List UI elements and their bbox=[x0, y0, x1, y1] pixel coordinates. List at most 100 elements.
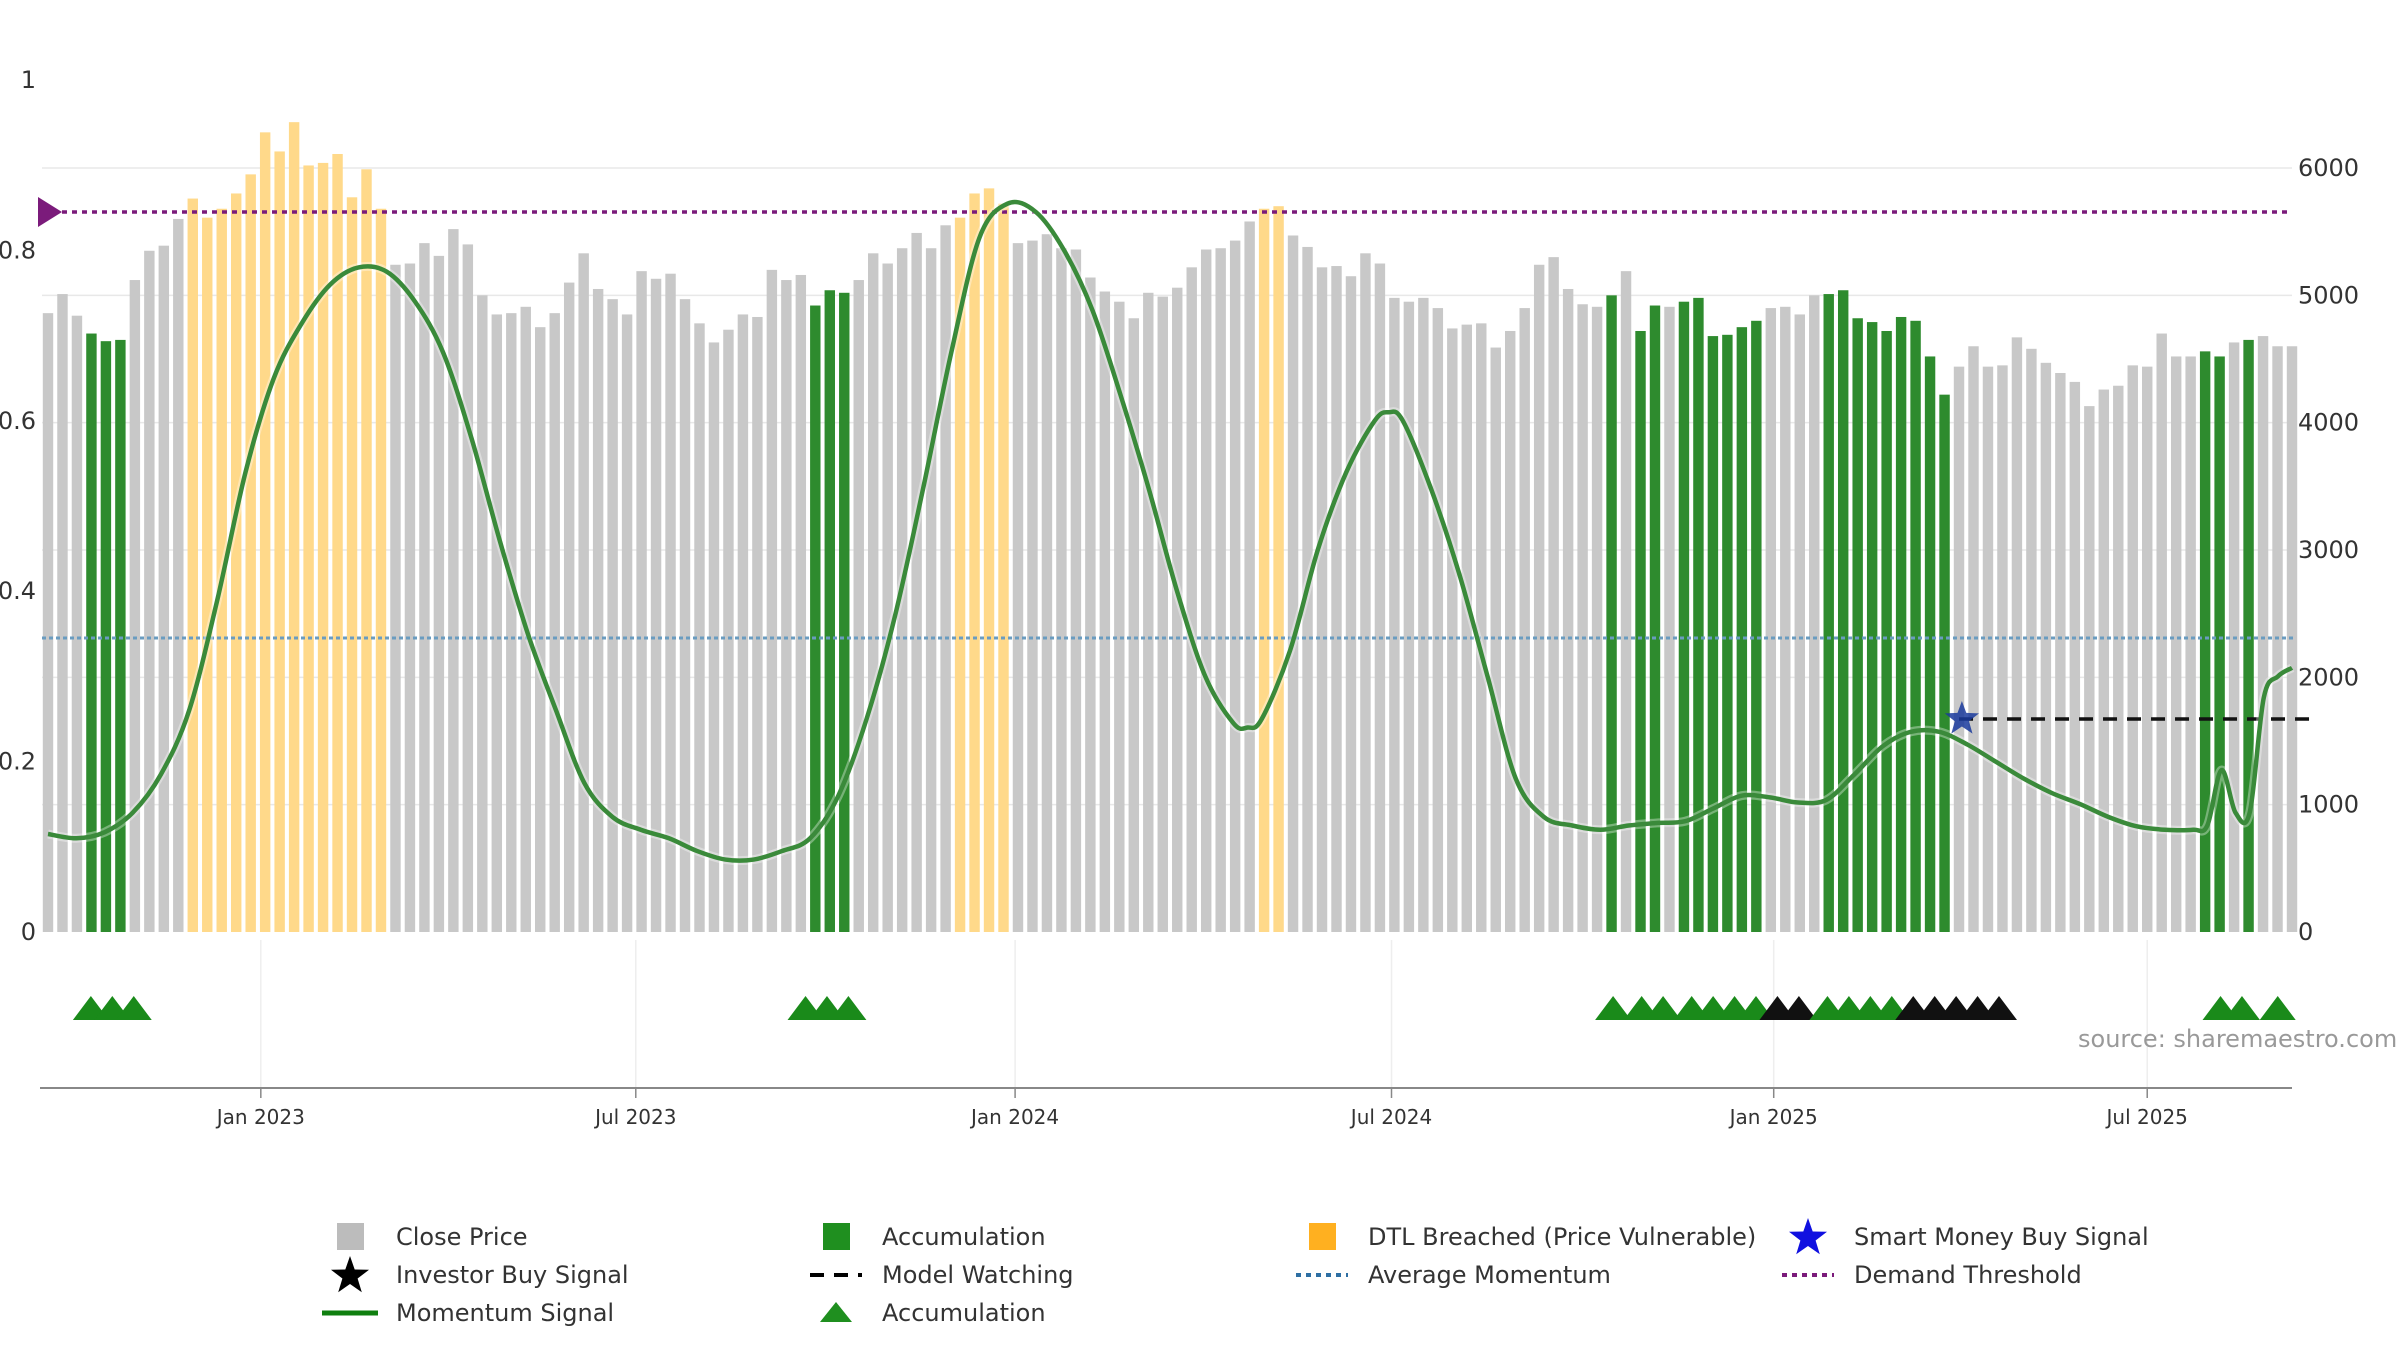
close-price-bar bbox=[462, 244, 474, 932]
close-price-bar bbox=[607, 299, 618, 932]
close-price-bar bbox=[983, 188, 995, 932]
close-price-bar bbox=[1809, 295, 1820, 932]
close-price-bar bbox=[129, 280, 141, 932]
accumulation-marker bbox=[1780, 996, 1817, 1020]
close-price-bar bbox=[361, 169, 372, 933]
close-price-bar bbox=[766, 269, 778, 932]
close-price-bar bbox=[2040, 362, 2052, 932]
close-price-bar bbox=[1722, 334, 1733, 933]
close-price-bar bbox=[259, 132, 271, 932]
close-price-bar bbox=[1215, 248, 1226, 933]
close-price-bar bbox=[2113, 385, 2124, 932]
close-price-bar bbox=[2142, 366, 2153, 932]
close-price-bar bbox=[1823, 294, 1834, 932]
close-price-bar bbox=[1287, 235, 1299, 932]
close-price-bar bbox=[1461, 324, 1472, 932]
close-price-bar bbox=[245, 174, 256, 932]
source-note: source: sharemaestro.com bbox=[2078, 1025, 2398, 1053]
close-price-bar bbox=[1866, 322, 1878, 932]
close-price-bar bbox=[1968, 346, 1979, 932]
close-price-bar bbox=[998, 203, 1009, 933]
accumulation-marker bbox=[2259, 996, 2296, 1020]
close-price-bar bbox=[925, 248, 937, 933]
close-price-bar bbox=[2084, 406, 2095, 932]
close-price-bar bbox=[940, 225, 951, 933]
close-price-bar bbox=[2199, 351, 2211, 932]
close-price-bar bbox=[1331, 266, 1342, 933]
right-axis-tick-label: 5000 bbox=[2298, 281, 2359, 309]
close-price-bar bbox=[1244, 221, 1255, 933]
close-price-bar bbox=[1693, 297, 1704, 932]
right-axis-tick-label: 2000 bbox=[2298, 663, 2359, 691]
right-axis-tick-label: 4000 bbox=[2298, 409, 2359, 437]
close-price-bar bbox=[752, 316, 763, 933]
tick-labels: 0 0.2 0.4 0.6 0.8 1 0 1000 2000 3000 4000 5000 6000 J… bbox=[0, 66, 2359, 1129]
x-axis-tick-label: Jan 2024 bbox=[969, 1105, 1059, 1129]
close-price-bar bbox=[2214, 356, 2225, 932]
accumulation-marker bbox=[2223, 996, 2260, 1020]
close-price-bar bbox=[911, 232, 922, 932]
close-price-bar bbox=[2257, 336, 2269, 933]
close-price-bar bbox=[419, 243, 430, 933]
close-price-bar bbox=[1143, 292, 1154, 933]
close-price-bar bbox=[636, 271, 647, 932]
reference-lines bbox=[38, 197, 2314, 721]
close-price-bar bbox=[2185, 356, 2196, 932]
close-price-bar bbox=[621, 314, 633, 932]
close-price-bar bbox=[723, 329, 734, 932]
close-price-bar bbox=[882, 263, 893, 932]
x-axis-tick-label: Jan 2025 bbox=[1728, 1105, 1818, 1129]
close-price-bar bbox=[1736, 327, 1748, 933]
close-price-bar bbox=[1852, 318, 1863, 933]
close-price-bar bbox=[1114, 301, 1125, 932]
close-price-bar bbox=[520, 306, 531, 932]
close-price-bar bbox=[1881, 330, 1892, 932]
close-price-bar bbox=[158, 245, 170, 932]
close-price-bar bbox=[1910, 320, 1921, 932]
smart-money-buy-signal-marker bbox=[1944, 701, 1979, 734]
close-price-bar bbox=[2055, 373, 2066, 932]
close-price-bar bbox=[535, 327, 546, 933]
close-price-bar bbox=[173, 218, 184, 932]
left-axis-tick-label: 0.8 bbox=[0, 236, 36, 264]
close-price-bar bbox=[303, 165, 314, 932]
close-price-bar bbox=[1577, 304, 1588, 932]
close-price-bar bbox=[1591, 306, 1603, 932]
left-axis-tick-label: 0.2 bbox=[0, 748, 36, 776]
close-price-bar bbox=[954, 217, 966, 932]
close-price-bar bbox=[1765, 308, 1777, 933]
close-price-bar bbox=[1476, 323, 1487, 932]
close-price-bar bbox=[1620, 271, 1632, 932]
left-axis-tick-label: 0.6 bbox=[0, 407, 36, 435]
close-price-bar bbox=[230, 193, 242, 932]
right-axis-tick-label: 1000 bbox=[2298, 791, 2359, 819]
close-price-bar bbox=[1056, 248, 1067, 933]
close-price-bar bbox=[491, 314, 503, 932]
close-price-bar bbox=[1418, 297, 1429, 932]
close-price-bar bbox=[1186, 267, 1197, 932]
close-price-bar bbox=[1157, 296, 1168, 932]
close-price-bar bbox=[839, 292, 850, 933]
close-price-bar bbox=[1200, 249, 1212, 932]
axes bbox=[40, 1087, 2292, 1098]
close-price-bar bbox=[448, 229, 459, 932]
close-price-bar bbox=[1316, 267, 1328, 932]
close-price-bar bbox=[1172, 287, 1183, 932]
close-price-bar bbox=[86, 333, 97, 932]
close-price-bar bbox=[1374, 263, 1386, 932]
close-price-bar bbox=[2243, 339, 2254, 932]
close-price-bar bbox=[433, 255, 445, 933]
close-price-bar bbox=[1027, 240, 1038, 932]
close-price-bar bbox=[2127, 365, 2138, 932]
close-price-bar bbox=[115, 339, 126, 932]
close-price-bar bbox=[506, 313, 517, 932]
close-price-bar bbox=[563, 282, 575, 933]
close-price-bar bbox=[1012, 243, 1024, 933]
close-price-bar bbox=[1924, 356, 1936, 932]
close-price-bar bbox=[1085, 277, 1096, 932]
close-price-bar bbox=[1751, 320, 1762, 932]
close-price-bar bbox=[57, 294, 68, 932]
close-price-bar bbox=[679, 299, 691, 932]
close-price-bar bbox=[1432, 308, 1444, 933]
close-price-bar bbox=[578, 253, 589, 932]
